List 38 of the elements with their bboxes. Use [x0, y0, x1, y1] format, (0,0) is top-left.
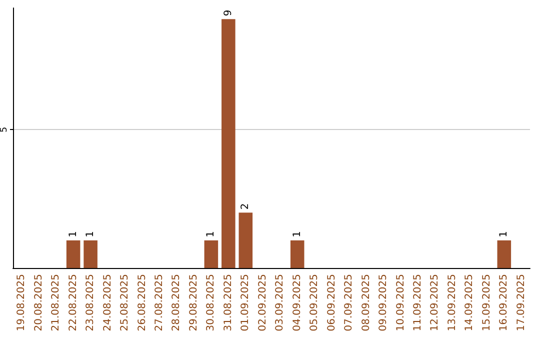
x-tick-label: 06.09.2025	[326, 274, 338, 332]
x-tick-label: 20.08.2025	[33, 274, 44, 332]
x-tick-label: 08.09.2025	[360, 274, 372, 332]
x-tick-label: 23.08.2025	[85, 274, 96, 332]
x-tick-label: 07.09.2025	[344, 274, 355, 332]
x-tick-label: 12.09.2025	[430, 274, 441, 332]
x-tick-label: 11.09.2025	[412, 274, 424, 332]
x-tick-label: 16.09.2025	[498, 274, 510, 332]
x-tick-label: 15.09.2025	[481, 274, 492, 332]
x-tick-label: 10.09.2025	[395, 274, 406, 332]
x-tick-label: 02.09.2025	[257, 274, 268, 332]
x-tick-label: 09.09.2025	[378, 274, 390, 332]
data-label: 9	[222, 10, 234, 16]
data-label: 2	[240, 203, 252, 210]
x-tick-label: 19.08.2025	[16, 274, 28, 332]
x-tick-label: 04.09.2025	[292, 274, 303, 332]
data-label: 1	[206, 230, 217, 238]
data-label: 1	[68, 230, 79, 238]
x-tick-label: 03.09.2025	[274, 274, 286, 332]
x-tick-label: 24.08.2025	[102, 274, 114, 332]
x-tick-label: 27.08.2025	[154, 274, 165, 332]
data-label: 1	[85, 230, 96, 238]
x-tick-label: 31.08.2025	[222, 274, 234, 332]
data-label: 1	[292, 230, 303, 238]
x-tick-label: 25.08.2025	[120, 274, 131, 332]
x-tick-label: 14.09.2025	[464, 274, 476, 332]
x-tick-label: 30.08.2025	[206, 274, 217, 332]
x-tick-label: 17.09.2025	[516, 274, 527, 332]
x-tick-label: 21.08.2025	[50, 274, 62, 332]
x-tick-label: 29.08.2025	[188, 274, 200, 332]
y-tick-label: 5	[0, 126, 10, 133]
x-tick-label: 26.08.2025	[136, 274, 148, 332]
x-tick-label: 05.09.2025	[309, 274, 320, 332]
x-tick-label: 01.09.2025	[240, 274, 252, 332]
x-tick-label: 28.08.2025	[171, 274, 182, 332]
data-label: 1	[498, 230, 510, 238]
x-tick-label: 22.08.2025	[68, 274, 79, 332]
x-tick-label: 13.09.2025	[446, 274, 458, 332]
